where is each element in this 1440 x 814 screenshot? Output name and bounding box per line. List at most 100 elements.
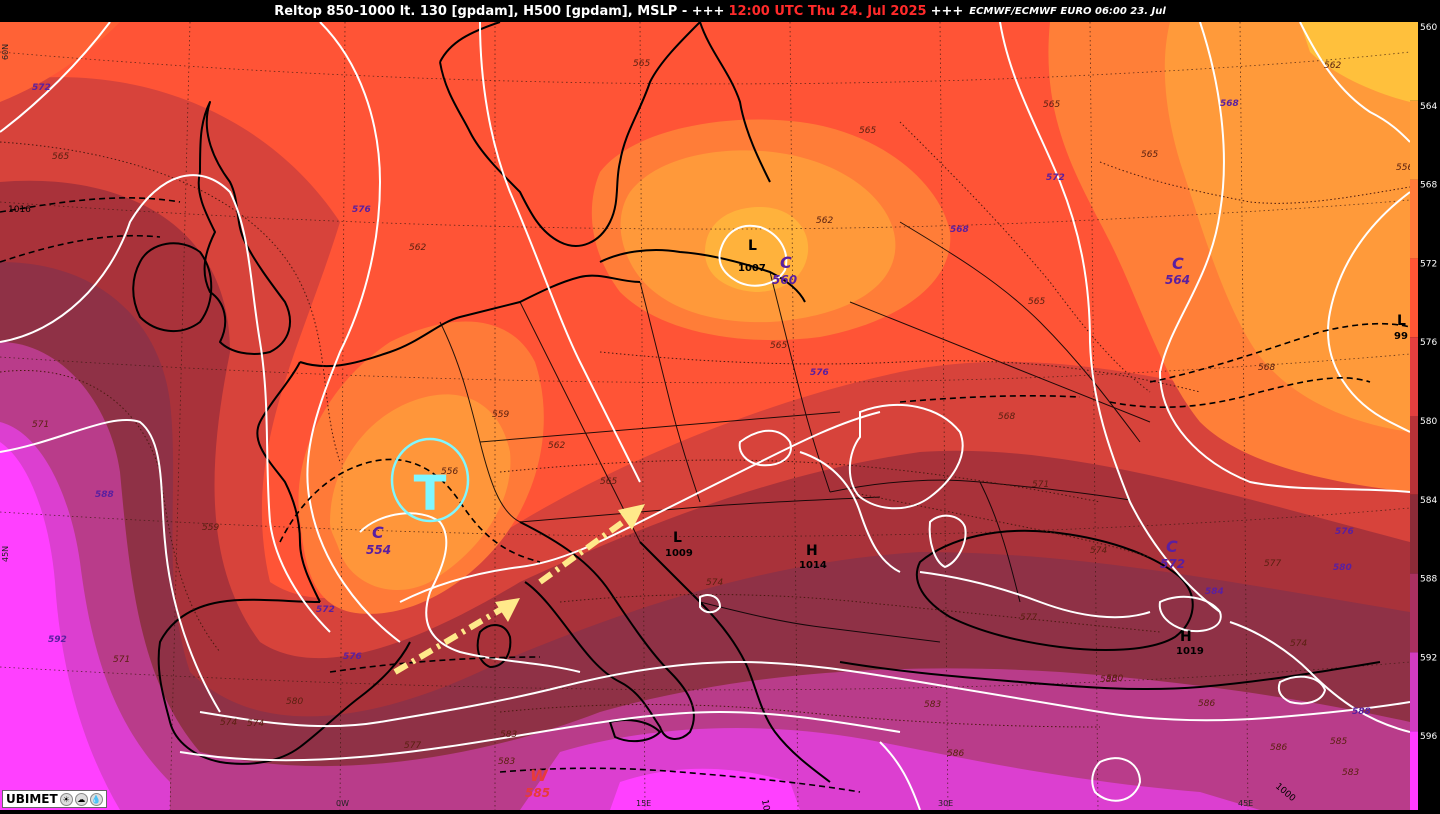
pressure-center-5-value: 99 [1394,331,1408,342]
reltop-label-8: 562 [548,441,565,451]
colorbar-tick-5: 576 [1420,338,1437,348]
h500-label-3: 588 [95,490,114,500]
lat-label-60n: 60N [1,44,10,60]
lon-label-0w: 0W [336,799,349,808]
colorbar-tick-10: 596 [1420,732,1437,742]
h500-label-1: 572 [32,83,51,93]
pressure-center-1-value: 1007 [738,263,766,274]
pressure-center-4-value: 1019 [1176,646,1204,657]
field-560-poland [705,207,809,292]
mslp-label-1: 1016 [8,205,31,215]
reltop-label-20: 571 [32,420,49,430]
flow-arrow-head-2 [618,504,645,530]
colorbar-swatch-4 [1410,258,1418,338]
colorbar-swatch-2 [1410,100,1418,180]
reltop-label-29: 583 [924,700,941,710]
h500-label-11: 576 [1335,527,1354,537]
h500-label-7: 568 [1220,99,1239,109]
lon-label-30e: 30E [938,799,953,808]
lon-label-45e: 45E [1238,799,1253,808]
field-592 [0,342,1410,810]
height-center-2-type: C [372,523,384,542]
h500-contours [0,22,1410,810]
height-center-2-value: 554 [366,543,391,557]
reltop-label-10: 559 [202,523,219,533]
reltop-label-24: 577 [404,741,421,751]
reltop-label-32: 583 [1342,768,1359,778]
pressure-center-2-value: 1009 [665,548,693,559]
reltop-label-30: 580 [1100,675,1117,685]
reltop-label-34: 574 [1290,639,1307,649]
trough-label: T [414,466,447,522]
reltop-label-26: 583 [498,757,515,767]
reltop-label-37: 571 [113,655,130,665]
cloud-icon: ☁ [74,792,88,806]
h500-label-13: 588 [1352,707,1371,717]
reltop-label-4: 562 [816,216,833,226]
reltop-label-15: 562 [1324,61,1341,71]
height-center-1-type: C [780,253,792,272]
height-centers: C 560 C 554 C 564 C 572 W 585 [366,253,1190,800]
reltop-label-38: 574 [220,718,237,728]
colorbar-swatch-6 [1410,416,1418,495]
ubimet-logo: UBIMET ☀ ☁ 💧 [2,790,107,808]
colorbar-swatch-8 [1410,573,1418,653]
h500-label-6: 572 [316,605,335,615]
reltop-label-11: 565 [1043,100,1060,110]
reltop-label-14: 565 [1028,297,1045,307]
reltop-label-5: 565 [859,126,876,136]
reltop-label-40: 585 [1330,737,1347,747]
reltop-label-39: 583 [500,730,517,740]
reltop-label-6: 565 [770,341,787,351]
colorbar-tick-8: 588 [1420,575,1437,585]
h500-label-5: 576 [343,652,362,662]
axis-labels: 60N 45N 0W 15E 30E 45E [1,44,1253,808]
reltop-label-1: 565 [52,152,69,162]
reltop-label-28: 586 [1198,699,1215,709]
reltop-label-12: 565 [1141,150,1158,160]
height-center-4-value: 572 [1160,557,1185,571]
field-560-east [1300,22,1410,102]
lon-label-15e: 15E [636,799,651,808]
h500-label-2: 576 [352,205,371,215]
colorbar: 560 564 568 572 576 580 584 588 592 596 [1410,22,1440,810]
field-564-west [330,394,511,591]
reltop-label-25: 580 [286,697,303,707]
title-valid-time: 12:00 UTC Thu 24. Jul 2025 [728,3,927,19]
logo-text: UBIMET [6,792,58,806]
drop-icon: 💧 [89,792,103,806]
pressure-centers: L 1007 L 1009 H 1014 H 1019 L 99 [665,238,1408,657]
reltop-label-16: 568 [998,412,1015,422]
reltop-label-35: 556 [1396,163,1410,173]
reltop-label-3: 565 [633,59,650,69]
height-center-3-value: 564 [1165,273,1190,287]
height-center-4-type: C [1166,537,1178,556]
colorbar-tick-2: 564 [1420,102,1437,112]
graticule [0,22,1410,810]
h500-label-12: 584 [1205,587,1224,597]
h500-label-8: 572 [1046,173,1065,183]
reltop-label-19: 577 [1264,559,1281,569]
colorbar-tick-3: 568 [1420,181,1437,191]
title-main: Reltop 850-1000 lt. 130 [gpdam], H500 [g… [274,3,725,19]
pressure-center-3-value: 1014 [799,560,827,571]
h500-labels: 572 576 588 592 576 572 568 572 576 580 … [32,83,1371,717]
title-tail: +++ [930,3,964,19]
reltop-label-33: 577 [1020,613,1037,623]
field-564-east [1164,22,1410,432]
height-center-3-type: C [1172,254,1184,273]
reltop-label-18: 574 [1090,546,1107,556]
flow-arrow-head-1 [495,598,520,622]
colorbar-tick-1: 560 [1420,23,1437,33]
h500-label-9: 576 [810,368,829,378]
pressure-center-2-type: L [673,530,682,546]
field-600 [0,442,800,810]
pressure-center-3-type: H [806,543,818,559]
lat-label-45n: 45N [1,546,10,562]
pressure-center-4-type: H [1180,629,1192,645]
colorbar-tick-4: 572 [1420,259,1437,269]
reltop-label-13: 568 [1258,363,1275,373]
sun-icon: ☀ [59,792,73,806]
reltop-label-7: 559 [492,410,509,420]
h500-label-14: 568 [950,225,969,235]
